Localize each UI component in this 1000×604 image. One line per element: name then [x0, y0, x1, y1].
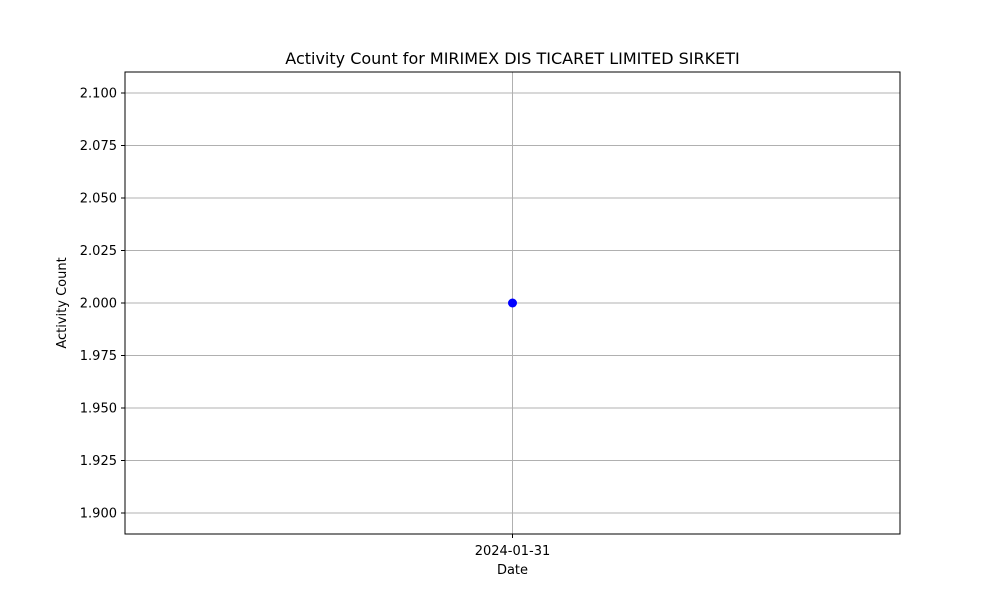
data-point [508, 298, 517, 308]
y-axis-label: Activity Count [55, 257, 70, 348]
y-tick-label: 2.025 [80, 244, 117, 259]
y-tick-label: 1.975 [80, 349, 117, 364]
y-tick-label: 2.075 [80, 139, 117, 154]
y-tick-label: 2.100 [80, 87, 117, 102]
x-tick-label: 2024-01-31 [475, 544, 551, 559]
chart-title: Activity Count for MIRIMEX DIS TICARET L… [285, 49, 739, 68]
ticks: 1.900 1.925 1.950 1.975 2.000 2.025 2.050 2.075… [80, 87, 551, 560]
y-tick-label: 1.950 [80, 402, 117, 417]
y-tick-label: 2.000 [80, 297, 117, 312]
y-tick-label: 1.925 [80, 454, 117, 469]
x-axis-label: Date [497, 563, 528, 578]
data-points [508, 298, 517, 308]
y-tick-label: 2.050 [80, 192, 117, 207]
y-tick-label: 1.900 [80, 507, 117, 522]
plot-frame [124, 71, 901, 535]
